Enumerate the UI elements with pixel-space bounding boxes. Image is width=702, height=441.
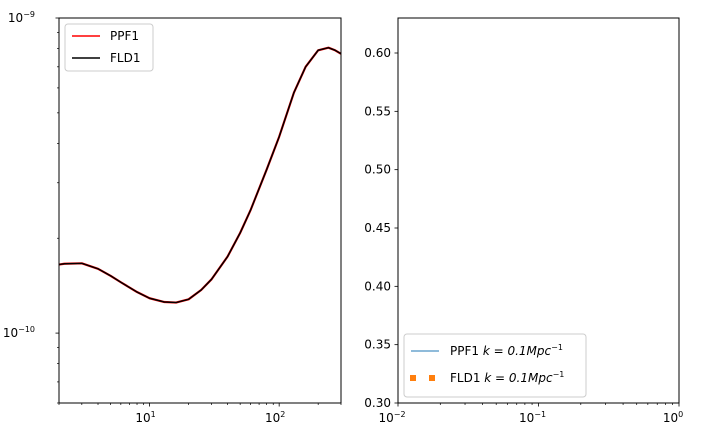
- y-tick-label: 10−10: [3, 325, 35, 340]
- left-chart-panel: 101 102 10−10 10−9 PPF1 FLD1: [3, 10, 342, 425]
- right-plot-frame: [397, 17, 680, 404]
- x-tick-label: 100: [663, 410, 683, 425]
- legend-label-fld1-prefix: FLD1: [450, 371, 484, 385]
- y-tick-label: 0.40: [364, 279, 391, 293]
- legend-label-ppf1-math: k = 0.1Mpc: [483, 344, 552, 358]
- x-tick-label: 10−2: [378, 410, 405, 425]
- legend-label-ppf1: PPF1: [110, 29, 139, 43]
- legend-label-fld1-k: FLD1 k = 0.1Mpc−1: [450, 370, 564, 385]
- x-tick-label: 101: [135, 410, 155, 425]
- legend-label-fld1-sup: −1: [553, 370, 565, 379]
- right-legend-box: [403, 333, 587, 398]
- y-tick-label: 0.60: [364, 46, 391, 60]
- left-axis-ticks: 101 102 10−10 10−9: [3, 10, 342, 425]
- y-tick-label: 10−9: [8, 10, 35, 25]
- right-axis-ticks: 10−2 10−1 100 0.30 0.35 0.40 0.45 0.50 0.55 0.60: [364, 46, 683, 425]
- left-series-lines: [58, 46, 342, 304]
- series-line-ppf1: [58, 46, 342, 304]
- x-tick-label: 10−1: [519, 410, 546, 425]
- y-tick-label: 0.50: [364, 163, 391, 177]
- legend-label-fld1-math: k = 0.1Mpc: [484, 371, 553, 385]
- series-line-fld1: [58, 46, 342, 304]
- legend-label-ppf1-k: PPF1 k = 0.1Mpc−1: [450, 343, 563, 358]
- legend-label-fld1: FLD1: [110, 51, 140, 65]
- left-plot-frame: [58, 17, 342, 404]
- legend-marker-fld1-k-2: [429, 375, 435, 381]
- legend-label-ppf1-sup: −1: [551, 343, 563, 352]
- legend-marker-fld1-k-1: [410, 375, 416, 381]
- right-legend: PPF1 k = 0.1Mpc−1 FLD1 k = 0.1Mpc−1: [403, 333, 587, 398]
- right-chart-panel: 10−2 10−1 1000.300.350.400.450.500.550.60 …: [364, 17, 683, 425]
- y-tick-label: 0.55: [364, 104, 391, 118]
- x-tick-label: 102: [265, 410, 285, 425]
- y-tick-label: 0.30: [364, 396, 391, 410]
- left-legend: PPF1 FLD1: [64, 23, 154, 72]
- y-tick-label: 0.45: [364, 221, 391, 235]
- y-tick-label: 0.35: [364, 338, 391, 352]
- legend-label-ppf1-prefix: PPF1: [450, 344, 483, 358]
